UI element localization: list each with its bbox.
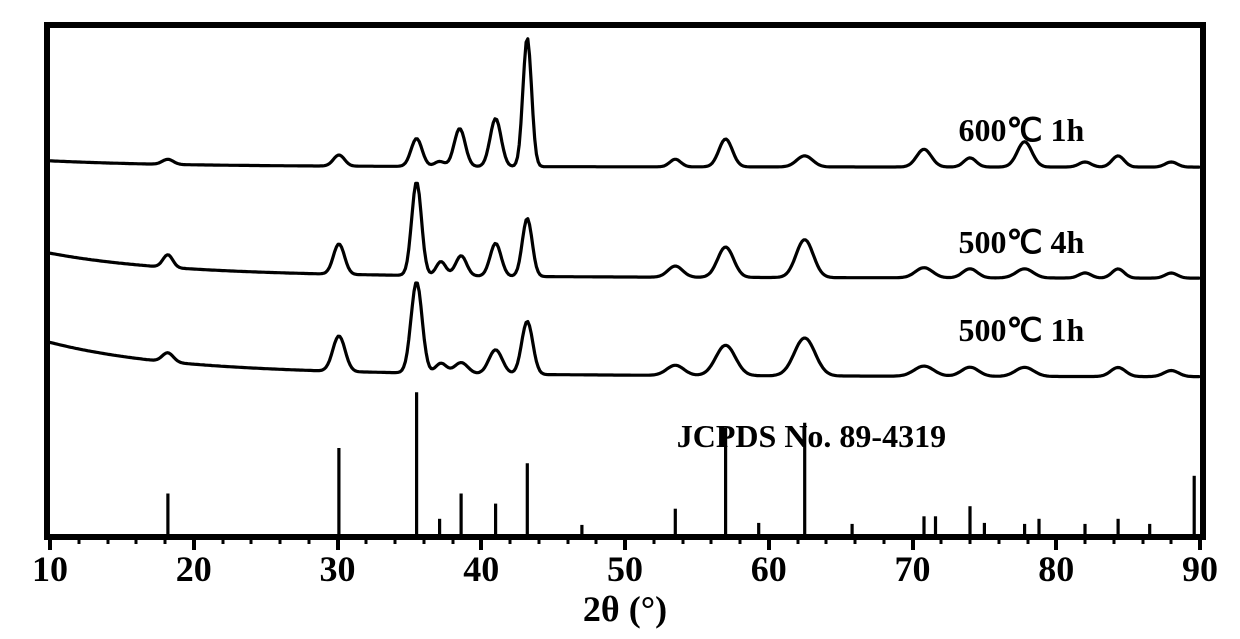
- x-tick-label: 80: [1038, 548, 1074, 590]
- series-label: 500℃ 1h: [959, 311, 1085, 349]
- chart-frame: 1020304050607080902θ (°)600℃ 1h500℃ 4h50…: [44, 22, 1206, 540]
- x-tick-minor: [595, 534, 598, 544]
- x-tick-minor: [1170, 534, 1173, 544]
- x-tick-minor: [969, 534, 972, 544]
- x-tick-minor: [537, 534, 540, 544]
- x-tick-minor: [854, 534, 857, 544]
- x-tick-minor: [279, 534, 282, 544]
- x-tick-minor: [422, 534, 425, 544]
- x-tick-minor: [1112, 534, 1115, 544]
- series-label: 500℃ 4h: [959, 223, 1085, 261]
- x-tick-minor: [221, 534, 224, 544]
- x-tick-label: 10: [32, 548, 68, 590]
- x-tick-minor: [1141, 534, 1144, 544]
- x-tick-minor: [509, 534, 512, 544]
- x-tick-minor: [164, 534, 167, 544]
- x-axis-title: 2θ (°): [583, 588, 667, 630]
- x-tick-minor: [681, 534, 684, 544]
- plot-svg: [50, 28, 1200, 534]
- x-tick-minor: [135, 534, 138, 544]
- x-tick-minor: [1026, 534, 1029, 544]
- x-tick-minor: [365, 534, 368, 544]
- series-label: 600℃ 1h: [959, 111, 1085, 149]
- x-tick-minor: [1084, 534, 1087, 544]
- x-tick-minor: [106, 534, 109, 544]
- x-tick-minor: [882, 534, 885, 544]
- x-tick-minor: [940, 534, 943, 544]
- x-tick-label: 50: [607, 548, 643, 590]
- plot-area: 1020304050607080902θ (°)600℃ 1h500℃ 4h50…: [50, 28, 1200, 534]
- x-tick-label: 40: [463, 548, 499, 590]
- x-tick-label: 30: [320, 548, 356, 590]
- x-tick-label: 60: [751, 548, 787, 590]
- x-tick-minor: [825, 534, 828, 544]
- x-tick-label: 70: [895, 548, 931, 590]
- x-tick-minor: [652, 534, 655, 544]
- x-tick-label: 90: [1182, 548, 1218, 590]
- x-tick-minor: [739, 534, 742, 544]
- x-tick-minor: [796, 534, 799, 544]
- x-tick-label: 20: [176, 548, 212, 590]
- x-tick-minor: [307, 534, 310, 544]
- series-label: JCPDS No. 89-4319: [677, 418, 946, 455]
- x-tick-minor: [566, 534, 569, 544]
- x-tick-minor: [451, 534, 454, 544]
- x-tick-minor: [997, 534, 1000, 544]
- x-tick-minor: [394, 534, 397, 544]
- x-tick-minor: [77, 534, 80, 544]
- x-tick-minor: [250, 534, 253, 544]
- x-tick-minor: [710, 534, 713, 544]
